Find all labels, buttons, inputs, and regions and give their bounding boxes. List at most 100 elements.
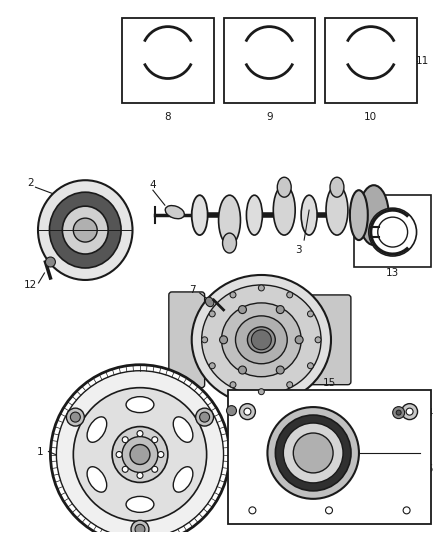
Circle shape [295,336,303,344]
Circle shape [396,410,401,415]
Ellipse shape [49,192,121,268]
Bar [325,18,417,103]
Circle shape [226,406,237,416]
Circle shape [258,389,265,394]
Text: 2: 2 [27,178,34,188]
Text: Grade A: Grade A [149,84,186,93]
Circle shape [152,437,158,443]
Circle shape [276,305,284,313]
Circle shape [122,437,158,472]
Circle shape [73,218,97,242]
Ellipse shape [247,327,276,353]
Ellipse shape [350,190,368,240]
Text: 10: 10 [364,112,378,122]
Circle shape [378,217,408,247]
Circle shape [287,382,293,387]
Circle shape [276,415,351,491]
Circle shape [201,337,208,343]
Circle shape [258,285,265,291]
Circle shape [230,292,236,298]
Text: 15: 15 [322,378,336,387]
Circle shape [112,426,168,482]
Circle shape [152,466,158,472]
Circle shape [325,507,332,514]
Circle shape [196,408,214,426]
Bar [223,18,315,103]
Circle shape [135,524,145,533]
Ellipse shape [223,233,237,253]
Circle shape [67,408,84,426]
Bar [354,195,431,267]
Circle shape [403,507,410,514]
Text: 5: 5 [248,386,255,397]
Ellipse shape [222,303,301,377]
Text: 16: 16 [420,464,434,474]
Ellipse shape [126,496,154,512]
Text: 8: 8 [165,112,171,122]
Circle shape [240,403,255,419]
FancyBboxPatch shape [169,292,205,387]
Ellipse shape [301,195,317,235]
Circle shape [158,451,164,457]
Circle shape [130,445,150,464]
Ellipse shape [326,185,348,235]
Ellipse shape [273,185,295,235]
Circle shape [137,472,143,479]
Circle shape [287,292,293,298]
Circle shape [393,407,405,418]
Text: 9: 9 [266,112,272,122]
Circle shape [200,412,209,422]
Circle shape [219,336,227,344]
Circle shape [73,387,207,521]
Circle shape [209,363,215,369]
Circle shape [71,412,80,422]
Text: Grade B: Grade B [251,84,288,93]
Ellipse shape [192,195,208,235]
Ellipse shape [359,185,389,245]
Ellipse shape [87,467,107,492]
Ellipse shape [173,417,193,442]
Circle shape [268,407,359,499]
Ellipse shape [219,195,240,245]
Circle shape [46,257,56,267]
Ellipse shape [38,180,133,280]
Ellipse shape [201,285,321,394]
Circle shape [276,366,284,374]
Circle shape [131,520,149,533]
Bar [122,18,214,103]
Circle shape [209,311,215,317]
Circle shape [307,363,314,369]
Circle shape [122,437,128,443]
Ellipse shape [247,195,262,235]
Circle shape [50,365,230,533]
Circle shape [307,311,314,317]
Text: 11: 11 [416,55,429,66]
Ellipse shape [236,316,287,364]
Ellipse shape [173,467,193,492]
Text: 6: 6 [316,394,322,405]
Ellipse shape [62,206,108,254]
Circle shape [249,507,256,514]
Ellipse shape [126,397,154,413]
Text: 13: 13 [386,268,399,278]
FancyBboxPatch shape [240,495,420,516]
Circle shape [406,408,413,415]
Text: 4: 4 [150,180,156,190]
Circle shape [238,305,247,313]
Circle shape [137,431,143,437]
Ellipse shape [330,177,344,197]
Circle shape [57,371,223,533]
Circle shape [402,403,417,419]
Ellipse shape [165,206,184,219]
Circle shape [238,366,247,374]
Text: Grade C: Grade C [353,84,389,93]
Circle shape [315,337,321,343]
FancyBboxPatch shape [232,394,427,520]
Circle shape [283,423,343,483]
Text: 12: 12 [24,280,37,290]
Circle shape [244,408,251,415]
Circle shape [369,208,417,256]
Bar [227,390,431,524]
Circle shape [122,466,128,472]
Text: 3: 3 [296,245,302,255]
